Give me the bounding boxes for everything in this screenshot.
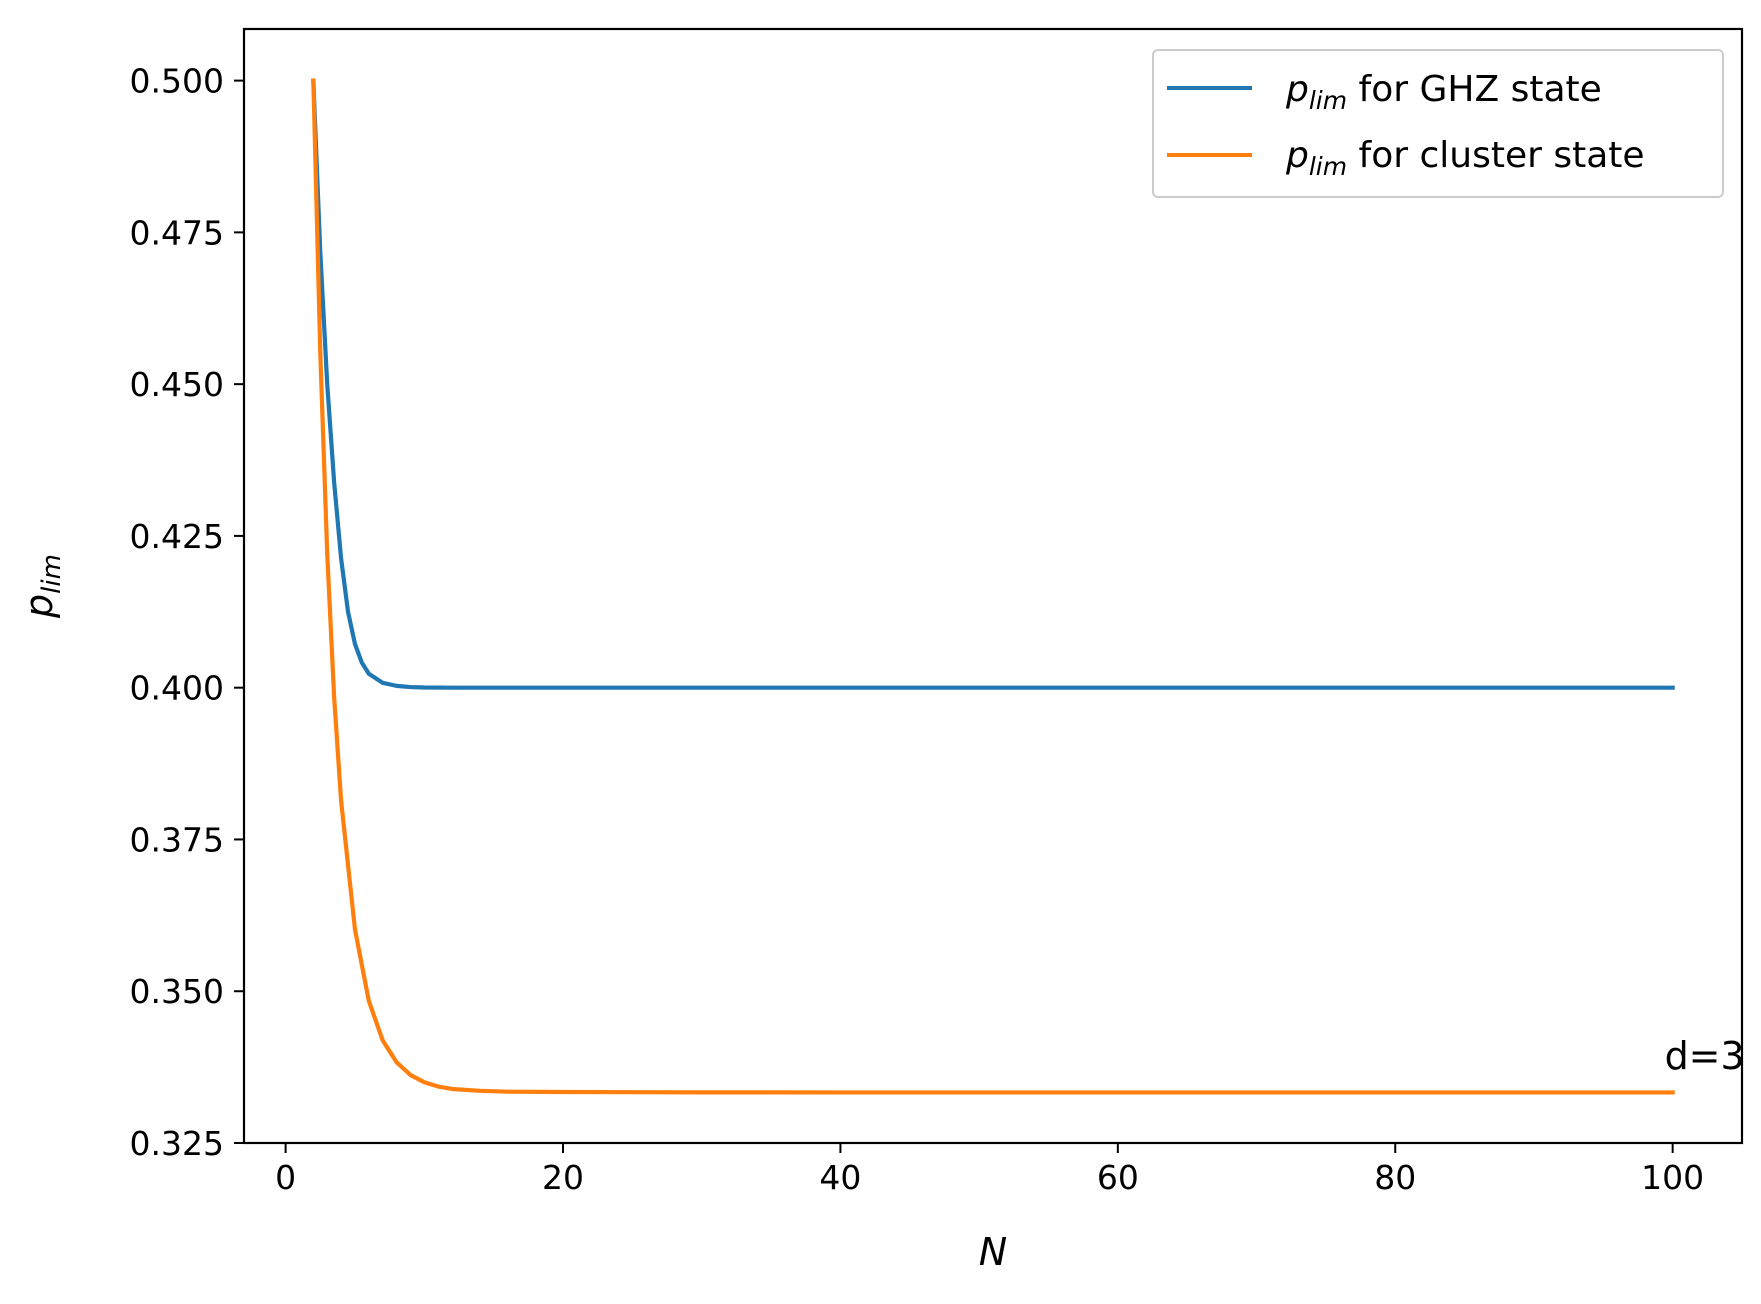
x-tick-label: 0 [275,1158,296,1197]
legend-cluster-subscript: lim [1309,152,1347,181]
y-axis-label-subscript: lim [37,554,67,594]
legend-box [1152,49,1724,198]
y-tick-label: 0.450 [130,365,224,404]
series-layer [311,78,1675,1095]
y-axis-label: plim [17,554,67,619]
legend-ghz-subscript: lim [1309,86,1347,115]
legend: plim for GHZ state plim for cluster stat… [1152,49,1724,198]
axes-frame [242,27,1744,1145]
legend-cluster-text: for cluster state [1347,135,1644,176]
y-tick-label: 0.475 [130,213,224,252]
y-tick-label: 0.400 [130,669,224,708]
y-tick-label: 0.325 [130,1124,224,1163]
x-axis-ticks: 0 20 40 60 80 100 [275,1143,1704,1197]
x-tick-label: 80 [1374,1158,1416,1197]
legend-entry-ghz: plim for GHZ state [1285,69,1602,115]
x-tick-label: 20 [542,1158,584,1197]
annotation-d3: d=3 [1665,1034,1745,1078]
legend-entry-cluster: plim for cluster state [1285,135,1645,181]
y-tick-label: 0.425 [130,517,224,556]
y-tick-label: 0.375 [130,820,224,859]
legend-ghz-text: for GHZ state [1347,69,1602,110]
series-line-0 [311,78,1675,690]
x-tick-label: 100 [1641,1158,1704,1197]
y-tick-label: 0.500 [130,62,224,101]
legend-ghz-math: p [1285,69,1309,110]
x-axis-label: N [979,1230,1007,1274]
y-tick-label: 0.350 [130,972,224,1011]
x-tick-label: 60 [1097,1158,1139,1197]
legend-cluster-math: p [1285,135,1309,176]
y-axis-ticks: 0.325 0.350 0.375 0.400 0.425 0.450 0.475 0.500 [130,62,244,1163]
y-axis-label-main: p [17,594,61,619]
x-tick-label: 40 [819,1158,861,1197]
series-line-1 [311,78,1675,1095]
